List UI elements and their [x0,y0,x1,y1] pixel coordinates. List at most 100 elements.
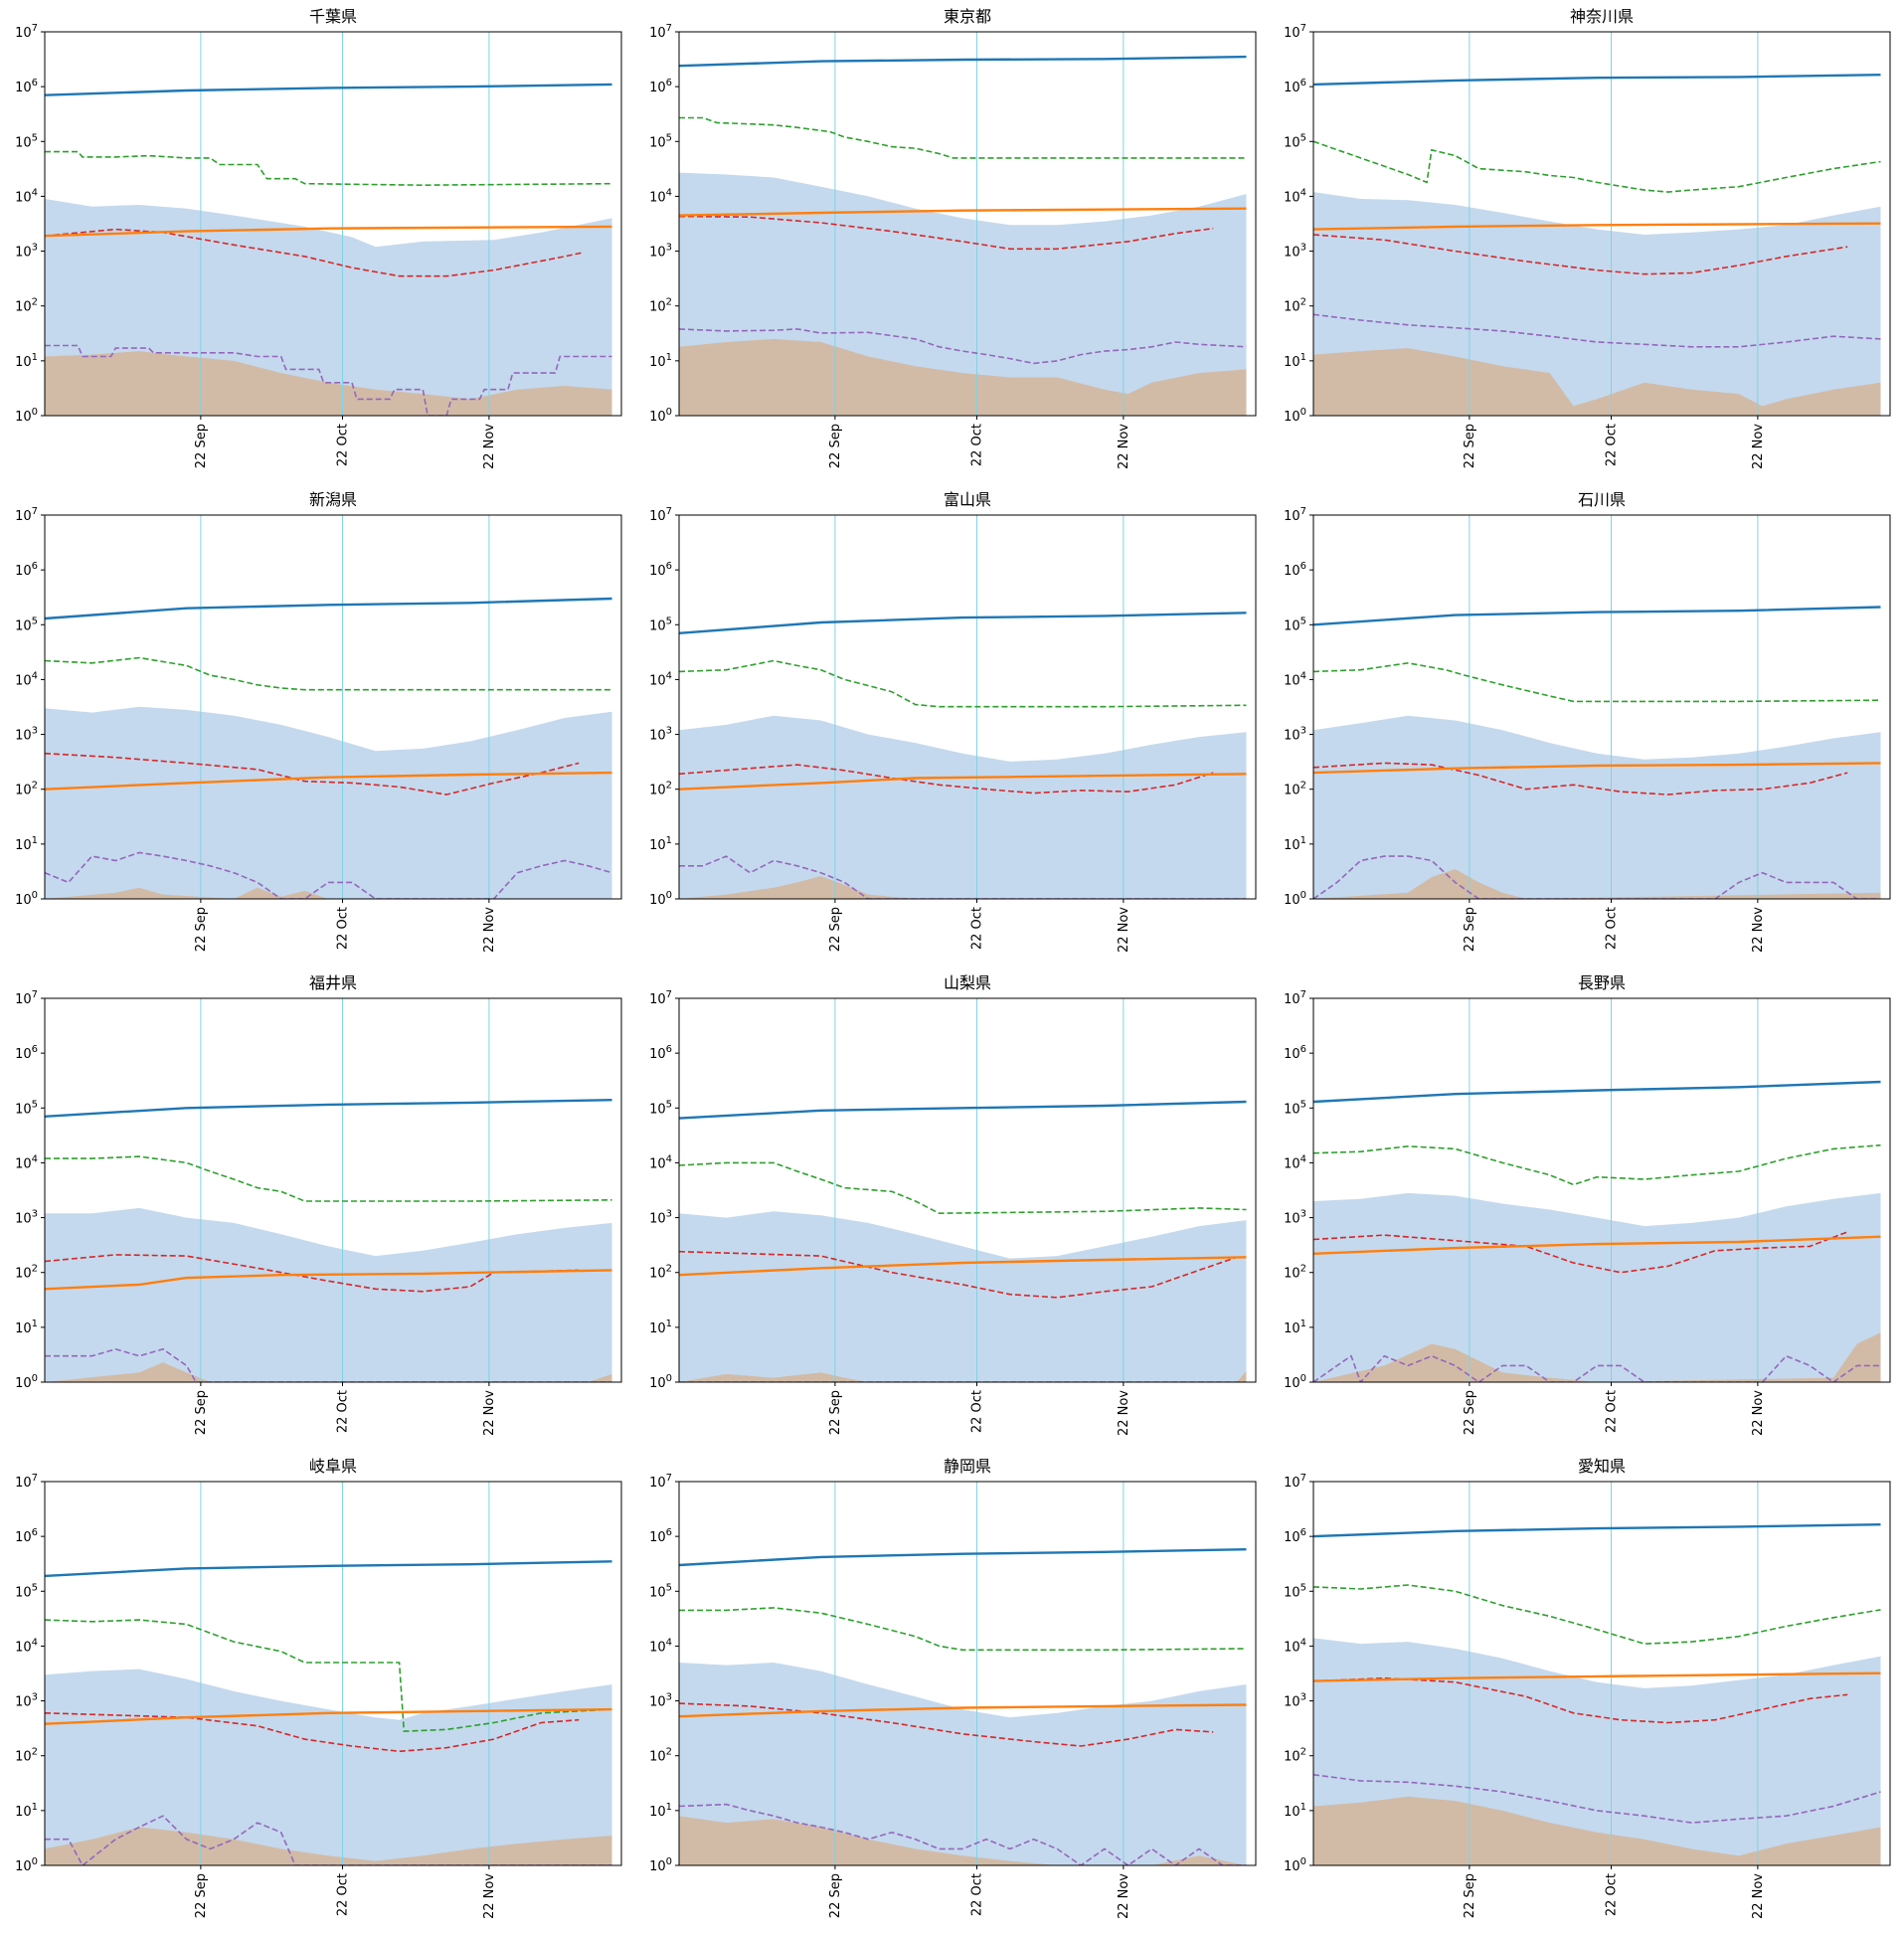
y-tick-label: 102 [15,1264,38,1282]
y-tick-label: 105 [15,1099,38,1117]
axes-frame [44,514,622,900]
x-tick-label: 22 Oct [1605,1390,1620,1433]
panel-title: 東京都 [944,7,991,26]
y-tick-label: 103 [15,1209,38,1227]
chart-svg: 千葉県 100 101 102 103 104 105 106 107 22 Sep 22 Oct 2… [15,7,622,469]
y-tick-label: 103 [15,243,38,261]
chart-panel: 新潟県 100 101 102 103 104 105 106 107 22 Sep 22 Oct 2… [0,483,634,967]
x-tick-label: 22 Sep [828,1873,843,1918]
y-tick-label: 106 [15,78,38,95]
y-tick-label: 100 [15,890,38,908]
blue-line [1313,606,1881,626]
green-dashed-line [679,1607,1247,1652]
x-tick-label: 22 Oct [970,907,985,950]
chart-panel: 山梨県 100 101 102 103 104 105 106 107 22 Sep 22 Oct 2… [634,967,1269,1450]
x-tick-label: 22 Sep [1463,424,1477,468]
y-tick-label: 103 [15,1692,38,1710]
axes-frame [678,1481,1257,1866]
tan-area [45,887,612,899]
blue-line [1313,1080,1881,1104]
chart-panel: 神奈川県 100 101 102 103 104 105 106 107 22 Sep 22 Oct… [1269,0,1903,483]
x-tick-label: 22 Sep [1463,1390,1477,1435]
panel-title: 新潟県 [309,490,357,509]
orange-line [1313,1235,1881,1255]
x-tick-label: 22 Nov [482,1390,497,1436]
purple-dashed-line [1313,855,1881,899]
y-tick-label: 101 [649,352,672,370]
plot-area [45,515,612,899]
tan-area [1313,1332,1881,1382]
tan-area [1313,1796,1881,1865]
y-tick-label: 103 [15,726,38,744]
x-tick-label: 22 Sep [1463,907,1477,952]
y-tick-label: 100 [15,1856,38,1874]
blue-line [45,83,612,96]
y-tick-label: 104 [15,670,38,688]
green-dashed-line [679,116,1247,159]
green-dashed-line [45,150,612,187]
red-dashed-line [1313,234,1848,275]
axes-frame [44,1481,622,1866]
red-dashed-line [45,1254,580,1293]
panel-title: 富山県 [944,490,991,509]
y-tick-label: 100 [1284,890,1306,908]
x-tick-label: 22 Oct [970,1390,985,1433]
chart-panel: 石川県 100 101 102 103 104 105 106 107 22 Sep 22 Oct 2… [1269,483,1903,967]
y-tick-label: 101 [649,835,672,853]
x-tick-label: 22 Nov [1117,907,1131,953]
y-tick-label: 101 [649,1802,672,1820]
y-tick-label: 106 [649,78,672,95]
green-dashed-line [1313,1143,1881,1186]
y-tick-label: 106 [649,561,672,579]
x-tick-label: 22 Sep [194,1873,209,1918]
x-tick-label: 22 Sep [828,424,843,468]
y-tick-label: 107 [1284,1473,1306,1491]
chart-svg: 岐阜県 100 101 102 103 104 105 106 107 22 Sep 22 Oct 2… [15,1457,622,1919]
y-tick-label: 103 [1284,726,1306,744]
tan-area [45,1827,612,1865]
x-tick-label: 22 Sep [194,424,209,468]
y-tick-label: 105 [1284,616,1306,633]
axes-frame [678,31,1257,417]
x-tick-label: 22 Oct [970,1873,985,1916]
chart-svg: 静岡県 100 101 102 103 104 105 106 107 22 Sep 22 Oct 2… [649,1457,1257,1919]
y-tick-label: 107 [1284,23,1306,41]
orange-line [1313,222,1881,231]
x-tick-label: 22 Oct [1605,907,1620,950]
plot-area [1313,32,1881,416]
y-tick-label: 102 [15,297,38,315]
y-tick-label: 101 [15,835,38,853]
blue-line [1313,74,1881,87]
orange-line [679,207,1247,217]
chart-svg: 山梨県 100 101 102 103 104 105 106 107 22 Sep 22 Oct 2… [649,973,1257,1436]
y-tick-label: 106 [1284,1527,1306,1545]
red-dashed-line [1313,1231,1848,1274]
band-area [45,706,612,899]
y-tick-label: 105 [1284,1582,1306,1600]
red-dashed-line [45,752,580,795]
green-dashed-line [45,656,612,691]
x-tick-label: 22 Nov [482,1873,497,1919]
y-tick-label: 100 [1284,407,1306,425]
y-tick-label: 107 [1284,989,1306,1007]
purple-dashed-line [45,1347,612,1382]
x-tick-label: 22 Oct [336,424,351,466]
y-tick-label: 105 [15,616,38,633]
y-tick-label: 101 [1284,1319,1306,1336]
y-tick-label: 105 [649,616,672,633]
y-tick-label: 105 [649,1582,672,1600]
y-tick-label: 106 [649,1527,672,1545]
y-tick-label: 102 [1284,297,1306,315]
y-tick-label: 106 [15,1527,38,1545]
blue-line [45,1099,612,1118]
axes-frame [678,997,1257,1383]
y-tick-label: 101 [1284,352,1306,370]
panel-title: 山梨県 [944,973,991,992]
x-tick-label: 22 Nov [1117,424,1131,469]
band-area [1313,715,1881,899]
orange-line [679,1256,1247,1277]
axes-frame [678,514,1257,900]
panel-title: 静岡県 [944,1457,991,1476]
y-tick-label: 107 [649,989,672,1007]
y-tick-label: 101 [649,1319,672,1336]
